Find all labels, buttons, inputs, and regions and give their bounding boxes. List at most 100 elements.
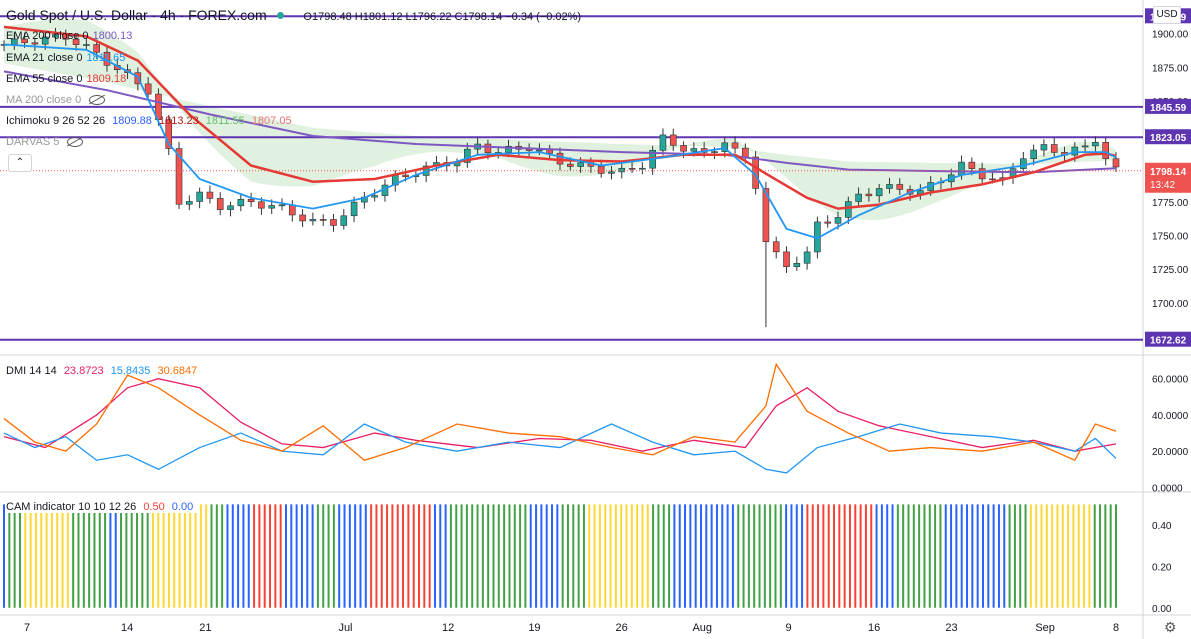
candle-body (659, 134, 667, 151)
last-price-label: 1798.14 (1150, 167, 1187, 178)
time-axis-label: 19 (528, 622, 540, 634)
price-tick-label: 1875.00 (1152, 63, 1189, 74)
candle-body (41, 36, 49, 45)
candle-body (186, 201, 193, 205)
candle-body (680, 145, 687, 152)
legend-darvas[interactable]: DARVAS 5 (6, 136, 87, 148)
candle-body (299, 214, 306, 222)
candle-body (227, 205, 234, 210)
collapse-legend-button[interactable]: ⌃ (8, 154, 32, 172)
candle-body (824, 221, 832, 224)
candle-body (93, 44, 100, 53)
settings-gear-icon[interactable]: ⚙ (1164, 619, 1177, 635)
candle-body (258, 201, 265, 209)
horizontal-level-label: 1823.05 (1150, 133, 1187, 144)
candle-body (855, 193, 862, 202)
candle-body (989, 178, 996, 181)
candle-body (546, 149, 554, 154)
candle-body (834, 217, 842, 224)
candle-body (958, 161, 965, 176)
candle-body (83, 44, 90, 46)
candle-body (1040, 144, 1048, 151)
candle-body (21, 38, 28, 44)
dmi-tick-label: 20.0000 (1152, 447, 1189, 458)
legend-ema55[interactable]: EMA 55 close 0 1809.18 (6, 73, 127, 85)
time-axis-label: 12 (442, 622, 454, 634)
cam-tick-label: 0.00 (1152, 604, 1172, 615)
dmi-tick-label: 0.0000 (1152, 483, 1183, 494)
time-axis-label: Jul (338, 622, 352, 634)
di-minus-line (3, 362, 1117, 462)
candle-body (731, 142, 739, 149)
chart-title: Gold Spot / U.S. Dollar · 4h · FOREX.com… (6, 7, 581, 23)
dmi-tick-label: 60.0000 (1152, 375, 1189, 386)
candle-body (175, 148, 183, 205)
candle-body (762, 188, 770, 243)
candle-body (165, 119, 173, 149)
candle-body (278, 204, 286, 207)
legend-ichimoku[interactable]: Ichimoku 9 26 52 26 1809.88 1813.23 1811… (6, 115, 292, 127)
hidden-eye-icon[interactable] (67, 137, 84, 148)
horizontal-level-badge (1145, 331, 1191, 347)
candle-body (978, 168, 986, 180)
ema21-line (3, 43, 1117, 240)
horizontal-level-label: 1672.62 (1150, 336, 1187, 347)
candle-body (350, 201, 358, 217)
candle-body (484, 143, 492, 153)
candle-body (72, 38, 80, 45)
candle-body (618, 167, 626, 173)
legend-cam[interactable]: CAM indicator 10 10 12 26 0.50 0.00 (6, 501, 198, 513)
candle-body (793, 262, 801, 268)
candle-body (330, 219, 337, 226)
candle-body (783, 251, 790, 268)
candle-body (144, 83, 152, 95)
horizontal-level-badge (1145, 129, 1191, 145)
price-tick-label: 1750.00 (1152, 232, 1189, 243)
legend-dmi[interactable]: DMI 14 14 23.8723 15.8435 30.6847 (6, 365, 198, 377)
horizontal-level-badge (1145, 98, 1191, 114)
last-price-badge (1145, 162, 1191, 193)
candle-body (1071, 146, 1079, 156)
legend-ema21[interactable]: EMA 21 close 0 1811.65 (6, 52, 126, 64)
candle-body (464, 148, 471, 163)
candle-body (896, 184, 904, 190)
ema55-value: 1809.18 (86, 73, 127, 85)
candle-body (247, 198, 255, 203)
candle-body (1050, 144, 1058, 153)
candle-body (1020, 158, 1027, 169)
candle-body (772, 241, 780, 253)
candle-body (1102, 141, 1110, 160)
candle-body (875, 188, 883, 197)
candle-body (505, 145, 512, 153)
candle-body (288, 204, 296, 216)
price-tick-label: 1900.00 (1152, 30, 1189, 41)
candle-body (319, 219, 327, 221)
time-axis-label: 9 (786, 622, 792, 634)
legend-ma200[interactable]: MA 200 close 0 (6, 94, 109, 106)
candle-body (628, 167, 636, 170)
candle-body (669, 134, 677, 146)
symbol-title: Gold Spot / U.S. Dollar · 4h · FOREX.com (6, 7, 267, 23)
candle-body (639, 167, 646, 170)
candle-body (1081, 145, 1089, 148)
ohlc-values: O1798.48 H1801.12 L1796.22 C1798.14 −0.3… (303, 11, 582, 23)
candle-body (216, 198, 224, 210)
ema200-value: 1800.13 (92, 30, 133, 42)
currency-button[interactable]: USD (1153, 6, 1181, 24)
horizontal-level-label: 1845.59 (1150, 103, 1187, 114)
legend-ema200[interactable]: EMA 200 close 0 1800.13 (6, 30, 133, 42)
price-tick-label: 1700.00 (1152, 299, 1189, 310)
ichimoku-cloud (4, 18, 1116, 221)
candle-body (566, 163, 574, 167)
candle-body (886, 184, 893, 189)
candle-body (402, 174, 409, 178)
hidden-eye-icon[interactable] (89, 95, 106, 106)
time-axis-label: Sep (1035, 622, 1055, 634)
cam-tick-label: 0.40 (1152, 521, 1172, 532)
adx-line (3, 378, 1117, 452)
time-axis-label: 7 (24, 622, 30, 634)
price-tick-label: 1725.00 (1152, 265, 1189, 276)
candle-body (803, 251, 811, 264)
candle-body (536, 149, 543, 152)
